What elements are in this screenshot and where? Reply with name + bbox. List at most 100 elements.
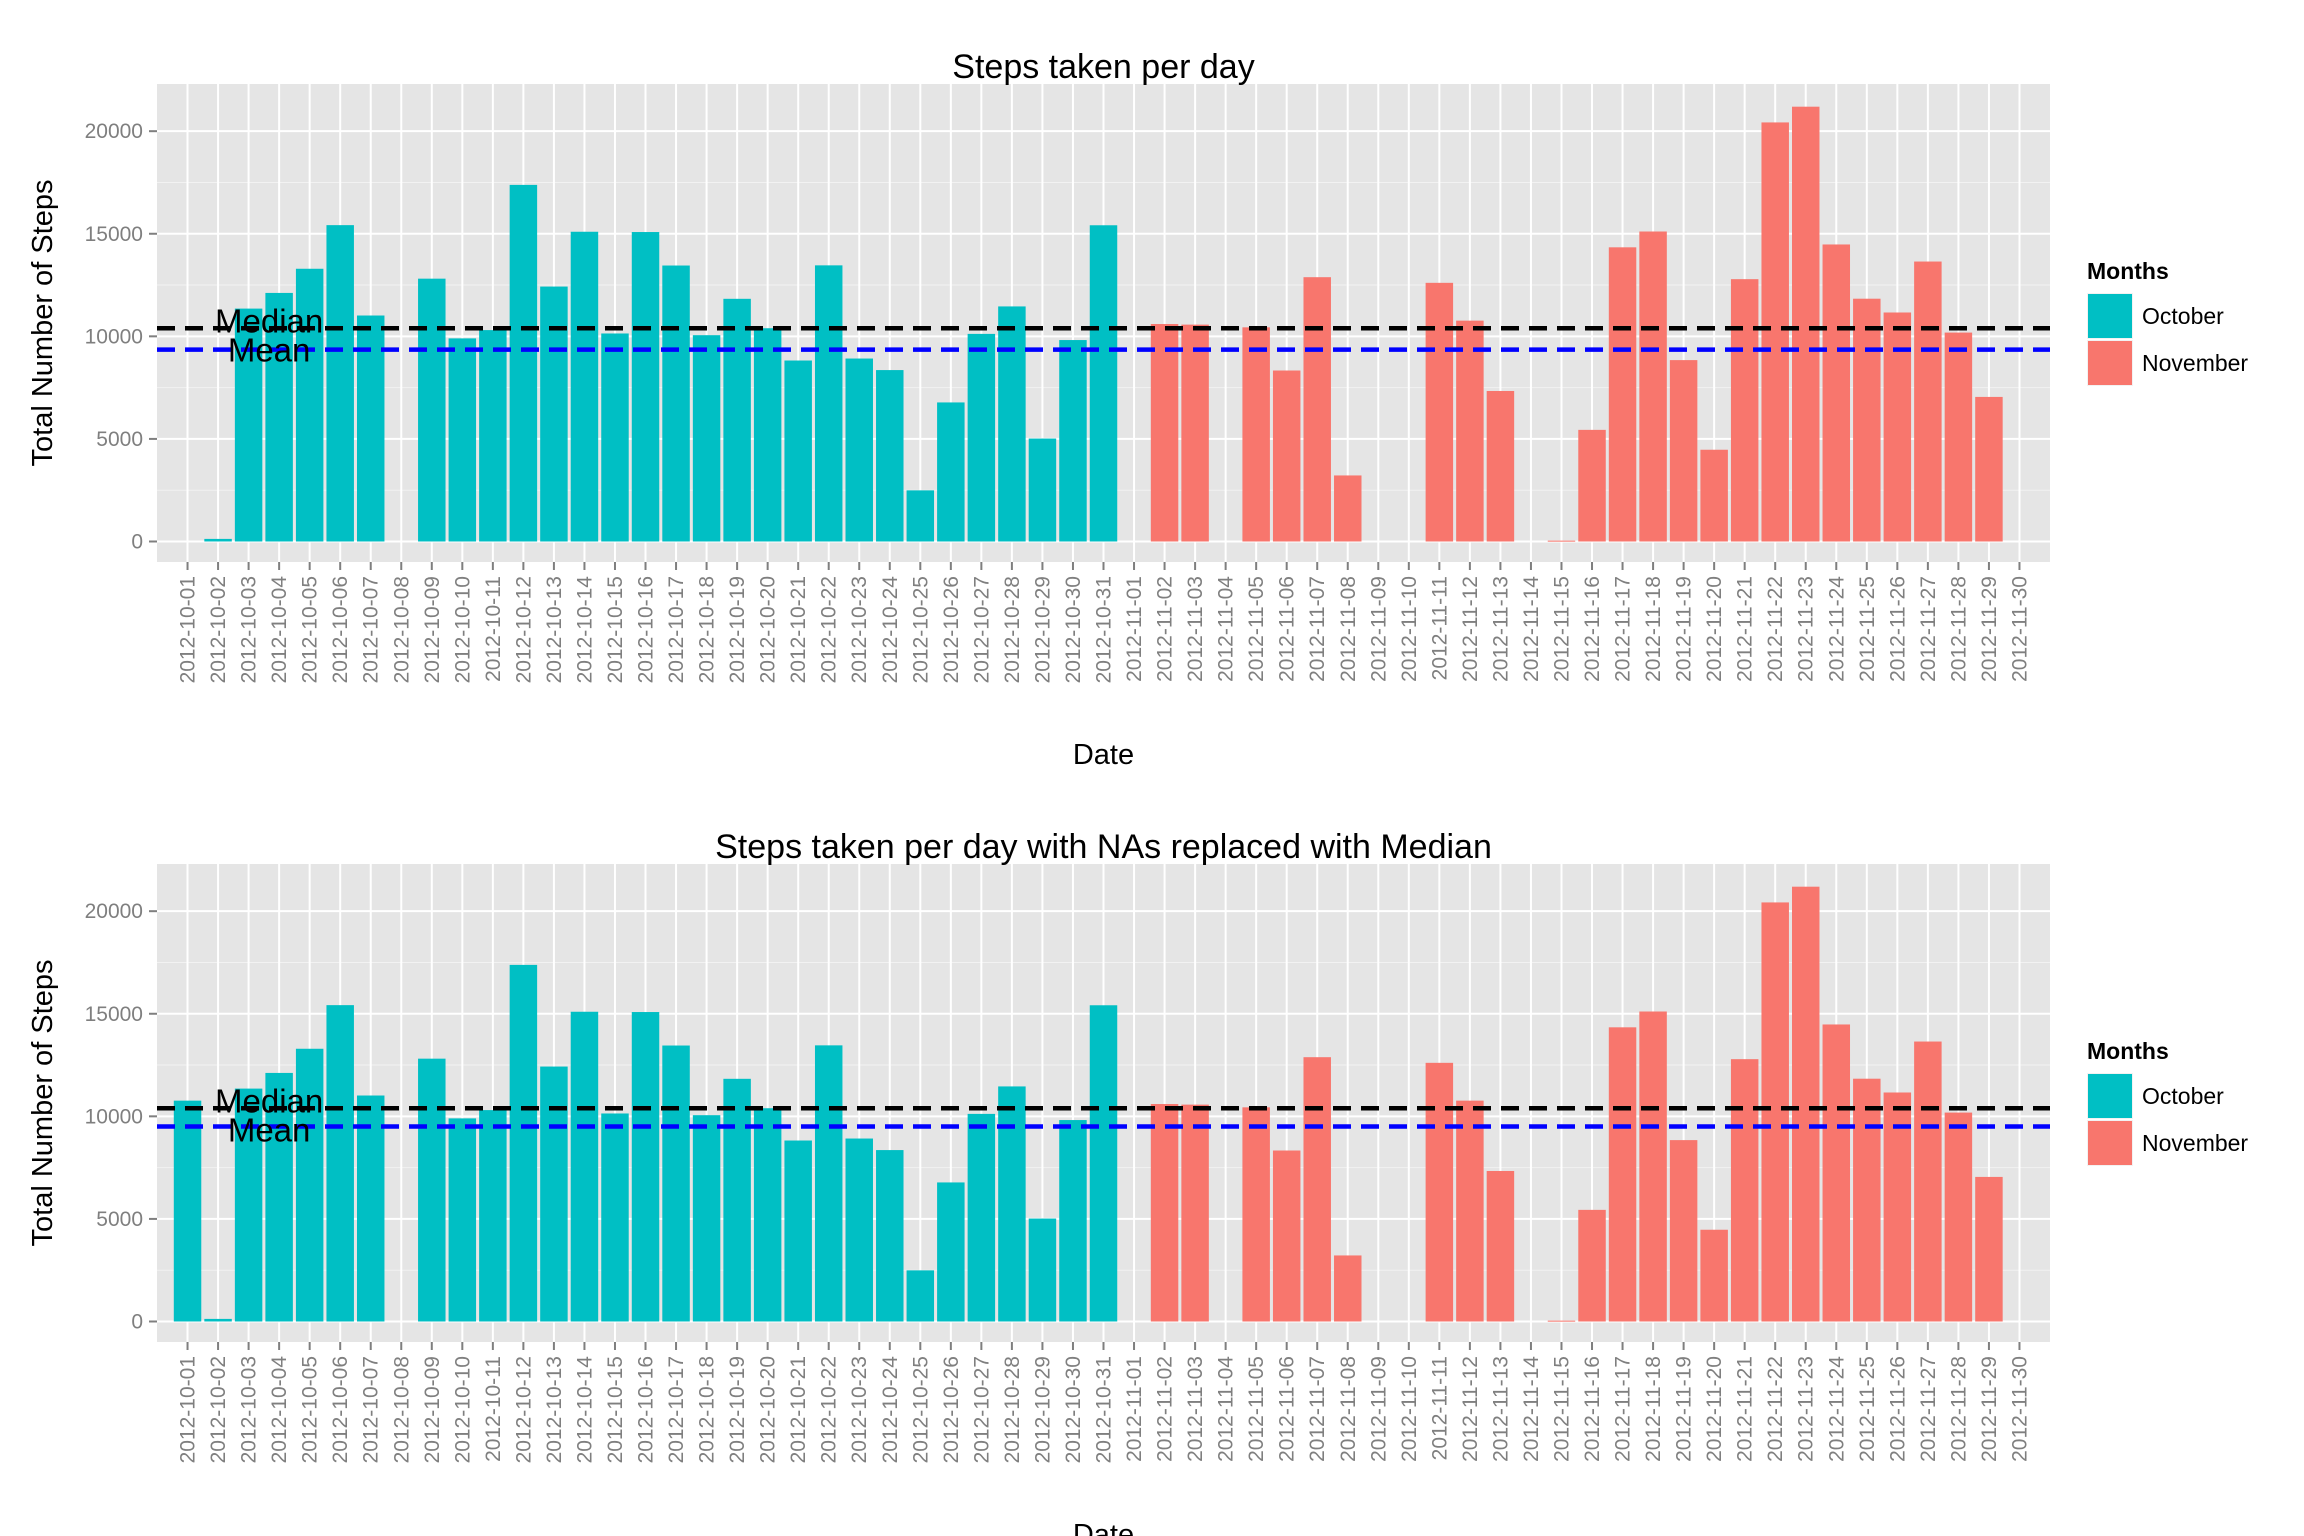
bar-2012-10-31[interactable]: [1089, 225, 1118, 542]
bar-2012-11-17[interactable]: [1608, 1027, 1637, 1322]
bar-2012-11-24[interactable]: [1822, 244, 1851, 542]
bar-2012-11-03[interactable]: [1181, 1104, 1209, 1322]
bar-2012-10-15[interactable]: [601, 1113, 629, 1322]
bar-2012-10-21[interactable]: [784, 360, 812, 542]
bar-2012-11-11[interactable]: [1425, 282, 1454, 542]
bar-2012-10-12[interactable]: [509, 184, 538, 542]
bar-2012-10-04[interactable]: [265, 1072, 293, 1322]
bar-2012-10-27[interactable]: [967, 333, 996, 542]
bar-2012-11-21[interactable]: [1730, 279, 1759, 542]
bar-2012-11-07[interactable]: [1303, 1057, 1331, 1322]
bar-2012-11-17[interactable]: [1608, 247, 1637, 542]
bar-2012-11-19[interactable]: [1669, 360, 1698, 542]
bar-2012-10-05[interactable]: [295, 268, 324, 542]
bar-2012-11-03[interactable]: [1181, 324, 1209, 542]
bar-2012-11-29[interactable]: [1975, 396, 2003, 542]
bar-2012-11-02[interactable]: [1150, 324, 1179, 542]
bar-2012-11-12[interactable]: [1456, 1100, 1484, 1322]
bar-2012-10-17[interactable]: [662, 265, 690, 542]
bar-2012-11-06[interactable]: [1272, 370, 1301, 542]
bar-2012-10-13[interactable]: [540, 286, 568, 542]
bar-2012-10-18[interactable]: [692, 335, 721, 542]
bar-2012-10-10[interactable]: [448, 338, 477, 542]
bar-2012-10-25[interactable]: [906, 490, 935, 542]
bar-2012-11-26[interactable]: [1883, 1092, 1912, 1322]
bar-2012-10-16[interactable]: [631, 232, 660, 542]
bar-2012-10-13[interactable]: [540, 1066, 568, 1322]
bar-2012-10-07[interactable]: [356, 1095, 385, 1322]
bar-2012-11-22[interactable]: [1761, 122, 1789, 542]
bar-2012-11-05[interactable]: [1242, 1107, 1270, 1322]
bar-2012-11-13[interactable]: [1486, 390, 1515, 542]
bar-2012-11-23[interactable]: [1792, 886, 1820, 1322]
bar-2012-10-04[interactable]: [265, 292, 293, 542]
bar-2012-10-10[interactable]: [448, 1118, 477, 1322]
bar-2012-10-18[interactable]: [692, 1115, 721, 1322]
bar-2012-11-15[interactable]: [1547, 1320, 1576, 1322]
bar-2012-10-11[interactable]: [479, 330, 507, 542]
bar-2012-10-15[interactable]: [601, 333, 629, 542]
bar-2012-10-31[interactable]: [1089, 1005, 1118, 1322]
bar-2012-11-27[interactable]: [1914, 1041, 1942, 1322]
bar-2012-10-11[interactable]: [479, 1110, 507, 1322]
bar-2012-11-13[interactable]: [1486, 1170, 1515, 1322]
bar-2012-10-25[interactable]: [906, 1270, 935, 1322]
bar-2012-11-12[interactable]: [1456, 320, 1484, 542]
bar-2012-11-02[interactable]: [1150, 1104, 1179, 1322]
bar-2012-11-05[interactable]: [1242, 327, 1270, 542]
bar-2012-11-26[interactable]: [1883, 312, 1912, 542]
bar-2012-11-23[interactable]: [1792, 106, 1820, 542]
bar-2012-10-19[interactable]: [723, 1078, 751, 1322]
bar-2012-10-14[interactable]: [570, 231, 599, 542]
bar-2012-11-21[interactable]: [1730, 1059, 1759, 1322]
bar-2012-10-01[interactable]: [173, 1100, 202, 1322]
bar-2012-10-29[interactable]: [1028, 1218, 1057, 1322]
bar-2012-11-11[interactable]: [1425, 1062, 1454, 1322]
bar-2012-11-22[interactable]: [1761, 902, 1789, 1322]
bar-2012-11-27[interactable]: [1914, 261, 1942, 542]
bar-2012-10-23[interactable]: [845, 1138, 873, 1322]
bar-2012-10-26[interactable]: [937, 402, 965, 542]
bar-2012-11-18[interactable]: [1639, 231, 1667, 542]
bar-2012-10-09[interactable]: [418, 278, 446, 542]
bar-2012-11-24[interactable]: [1822, 1024, 1851, 1322]
bar-2012-10-06[interactable]: [326, 1005, 354, 1322]
bar-2012-10-07[interactable]: [356, 315, 385, 542]
bar-2012-10-26[interactable]: [937, 1182, 965, 1322]
bar-2012-10-22[interactable]: [814, 1045, 843, 1322]
bar-2012-11-18[interactable]: [1639, 1011, 1667, 1322]
bar-2012-10-12[interactable]: [509, 964, 538, 1322]
bar-2012-10-27[interactable]: [967, 1113, 996, 1322]
bar-2012-10-02[interactable]: [204, 538, 232, 542]
bar-2012-10-16[interactable]: [631, 1012, 660, 1322]
bar-2012-10-05[interactable]: [295, 1048, 324, 1322]
bar-2012-10-22[interactable]: [814, 265, 843, 542]
bar-2012-10-14[interactable]: [570, 1011, 599, 1322]
bar-2012-11-20[interactable]: [1700, 449, 1728, 542]
bar-2012-11-07[interactable]: [1303, 277, 1331, 542]
bar-2012-11-29[interactable]: [1975, 1176, 2003, 1322]
bar-2012-10-02[interactable]: [204, 1318, 232, 1322]
bar-2012-11-20[interactable]: [1700, 1229, 1728, 1322]
bar-2012-10-24[interactable]: [876, 1150, 904, 1322]
bar-2012-11-08[interactable]: [1334, 1255, 1362, 1322]
bar-2012-10-24[interactable]: [876, 370, 904, 542]
bar-2012-11-25[interactable]: [1853, 298, 1881, 542]
bar-2012-10-30[interactable]: [1059, 1120, 1087, 1322]
bar-2012-10-19[interactable]: [723, 298, 751, 542]
bar-2012-10-17[interactable]: [662, 1045, 690, 1322]
bar-2012-10-29[interactable]: [1028, 438, 1057, 542]
bar-2012-10-28[interactable]: [998, 1086, 1026, 1322]
bar-2012-11-28[interactable]: [1944, 332, 1973, 542]
bar-2012-10-28[interactable]: [998, 306, 1026, 542]
bar-2012-10-20[interactable]: [753, 328, 782, 542]
bar-2012-10-21[interactable]: [784, 1140, 812, 1322]
bar-2012-11-15[interactable]: [1547, 540, 1576, 542]
bar-2012-10-30[interactable]: [1059, 340, 1087, 542]
bar-2012-11-28[interactable]: [1944, 1112, 1973, 1322]
bar-2012-11-25[interactable]: [1853, 1078, 1881, 1322]
bar-2012-11-16[interactable]: [1578, 1209, 1606, 1322]
bar-2012-10-23[interactable]: [845, 358, 873, 542]
bar-2012-11-16[interactable]: [1578, 429, 1606, 542]
bar-2012-10-20[interactable]: [753, 1108, 782, 1322]
